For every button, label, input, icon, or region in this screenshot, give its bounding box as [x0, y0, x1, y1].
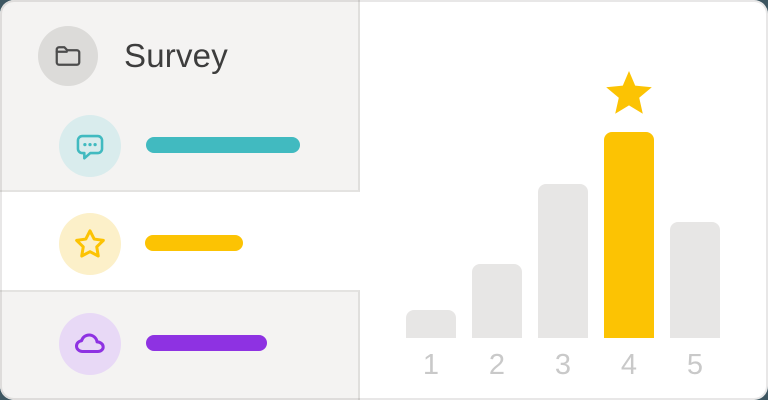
chart-bar-highlighted — [604, 71, 654, 338]
star-badge-icon — [605, 71, 653, 115]
chart-column-3: 3 — [538, 62, 588, 381]
sidebar-item-comments[interactable] — [0, 100, 358, 190]
chart-axis-label-1: 1 — [422, 349, 440, 381]
chart-column-4: 4 — [604, 62, 654, 381]
sidebar-item-rating[interactable] — [0, 192, 360, 290]
sidebar-bottom-block — [0, 290, 360, 400]
chart-bar — [472, 264, 522, 338]
chart-column-5: 5 — [670, 62, 720, 381]
cloud-text-placeholder — [146, 335, 267, 351]
chart-axis-label-2: 2 — [488, 349, 506, 381]
chart-axis-label-3: 3 — [554, 349, 572, 381]
chart-bar — [538, 184, 588, 338]
chat-icon-circle — [59, 115, 121, 177]
chart-column-2: 2 — [472, 62, 522, 381]
folder-icon-circle — [38, 26, 98, 86]
chat-bubble-icon — [73, 129, 107, 163]
chart-axis-label-5: 5 — [686, 349, 704, 381]
rating-text-placeholder — [145, 235, 243, 251]
page-title: Survey — [124, 37, 228, 74]
star-icon-circle — [59, 213, 121, 275]
sidebar-top-block: Survey — [0, 0, 360, 192]
comments-text-placeholder — [146, 137, 300, 153]
cloud-icon — [72, 326, 108, 362]
sidebar-item-cloud[interactable] — [0, 292, 358, 400]
star-icon — [72, 226, 108, 262]
chart-axis-label-4: 4 — [620, 349, 638, 381]
chart-column-1: 1 — [406, 62, 456, 381]
chart-bar — [406, 310, 456, 338]
cloud-icon-circle — [59, 313, 121, 375]
chart-bar — [670, 222, 720, 338]
rating-bar-chart: 1 2 3 4 5 — [406, 62, 720, 381]
folder-icon — [53, 41, 83, 71]
